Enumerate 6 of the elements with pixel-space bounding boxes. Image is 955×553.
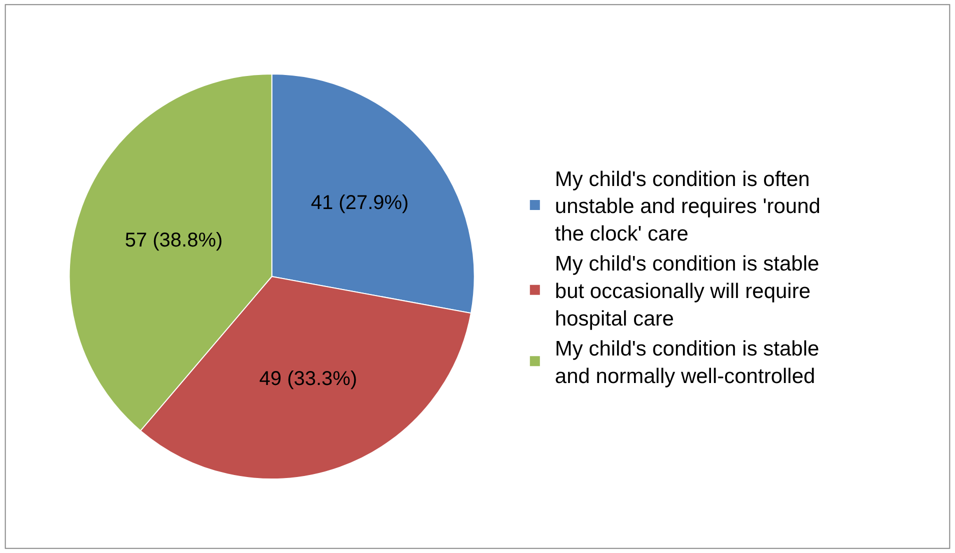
data-label: 41 (27.9%) [310, 192, 409, 214]
legend-label: My child's condition is often unstable and requires 'round the clock' care [554, 168, 820, 246]
legend-label: My child's condition is stable but occasionally will require hospital care [554, 252, 820, 330]
legend-label: My child's condition is stable and normally well-controlled [554, 338, 820, 388]
data-label: 49 (33.3%) [259, 368, 358, 390]
data-label: 57 (38.8%) [124, 229, 223, 252]
